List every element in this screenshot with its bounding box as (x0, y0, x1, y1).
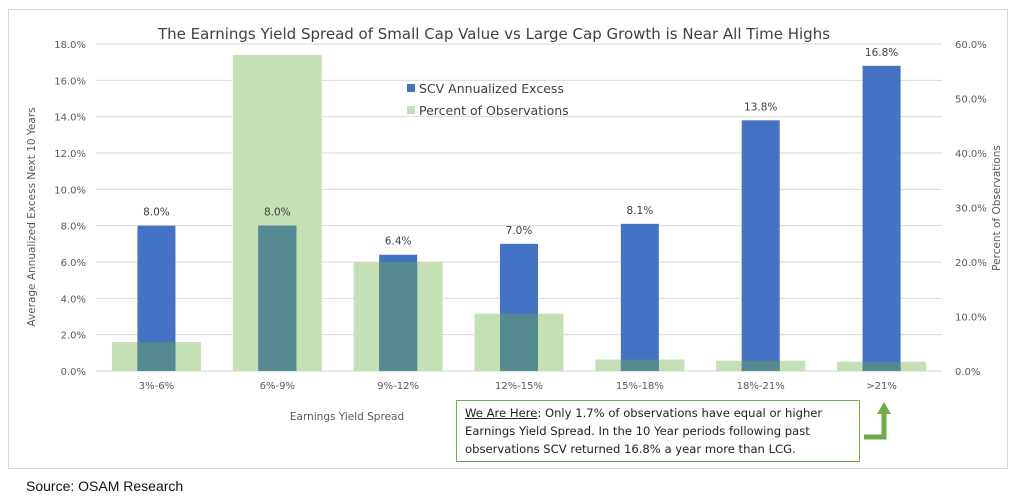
data-label: 8.0% (143, 207, 170, 219)
y2-tick-label: 60.0% (955, 40, 987, 51)
overlap-bar (741, 360, 780, 371)
y2-tick-label: 0.0% (955, 367, 980, 378)
data-label: 13.8% (744, 101, 777, 113)
legend-label-excess: SCV Annualized Excess (419, 81, 564, 96)
source-note: Source: OSAM Research (26, 478, 184, 494)
x-tick-label: 18%-21% (737, 381, 785, 392)
overlap-bar (258, 225, 297, 371)
x-axis-title: Earnings Yield Spread (290, 411, 404, 423)
annotation-box: We Are Here: Only 1.7% of observations h… (456, 400, 860, 462)
excess-bar (620, 223, 659, 371)
y2-tick-label: 50.0% (955, 95, 987, 106)
y2-axis-title: Percent of Observations (991, 145, 1003, 271)
overlap-bar (500, 313, 538, 371)
x-tick-label: 3%-6% (139, 381, 174, 392)
y-tick-label: 4.0% (61, 294, 86, 305)
y2-tick-label: 30.0% (955, 204, 987, 215)
y2-tick-label: 40.0% (955, 149, 987, 160)
up-arrow-icon (864, 402, 891, 440)
y-tick-label: 8.0% (61, 222, 86, 233)
data-label: 16.8% (865, 47, 898, 59)
y-tick-label: 12.0% (54, 149, 86, 160)
legend-swatch-observations (407, 106, 415, 114)
y2-tick-label: 10.0% (955, 313, 987, 324)
overlap-bar (137, 342, 176, 371)
data-label: 6.4% (385, 236, 412, 248)
data-label: 7.0% (506, 225, 533, 237)
x-tick-label: 15%-18% (616, 381, 664, 392)
y-tick-label: 18.0% (54, 40, 86, 51)
data-label: 8.0% (264, 207, 291, 219)
legend-swatch-excess (407, 84, 415, 92)
x-tick-label: >21% (866, 381, 897, 392)
x-tick-label: 12%-15% (495, 381, 543, 392)
excess-bar (741, 120, 780, 371)
overlap-bar (862, 361, 901, 371)
y-tick-label: 14.0% (54, 113, 86, 124)
y-axis-title: Average Annualized Excess Next 10 Years (26, 107, 38, 326)
y2-tick-label: 20.0% (955, 258, 987, 269)
overlap-bar (379, 262, 418, 371)
legend-label-observations: Percent of Observations (419, 103, 569, 118)
annotation-text: : Only 1.7% of observations have equal o… (465, 406, 823, 456)
y-tick-label: 6.0% (61, 258, 86, 269)
annotation-lead: We Are Here (465, 406, 538, 420)
x-tick-label: 9%-12% (377, 381, 419, 392)
chart-title: The Earnings Yield Spread of Small Cap V… (157, 25, 830, 43)
y-tick-label: 10.0% (54, 185, 86, 196)
overlap-bar (620, 359, 659, 371)
legend: SCV Annualized Excess Percent of Observa… (407, 81, 569, 118)
x-tick-label: 6%-9% (260, 381, 295, 392)
data-label: 8.1% (627, 205, 654, 217)
y-tick-label: 0.0% (61, 367, 86, 378)
y-tick-label: 16.0% (54, 76, 86, 87)
y-tick-label: 2.0% (61, 331, 86, 342)
excess-bar (862, 65, 901, 372)
